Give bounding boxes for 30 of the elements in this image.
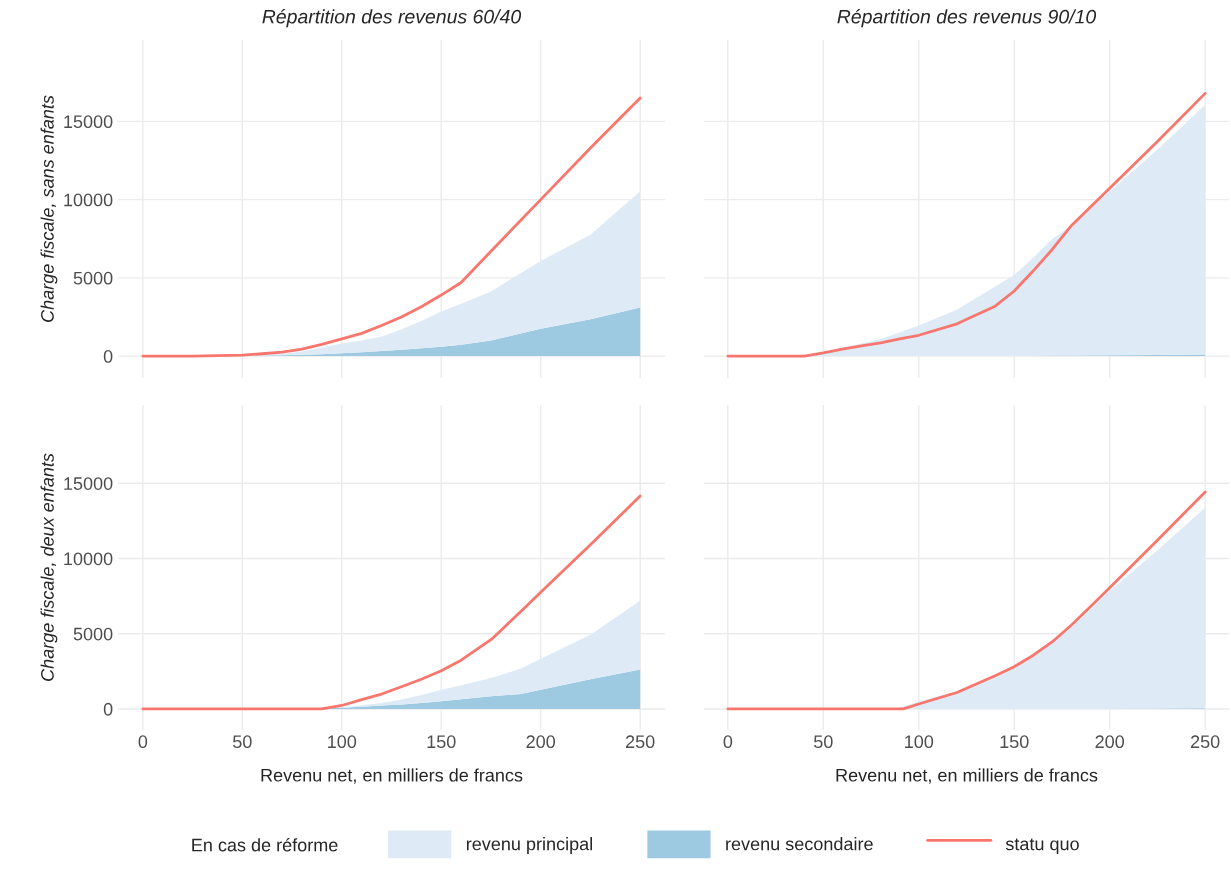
x-tick-label: 100 [905,735,934,749]
y-tick-label: 15000 [64,115,113,129]
y-tick-label: 10000 [64,552,113,566]
x-axis-title: Revenu net, en milliers de francs [261,768,523,784]
legend-title: En cas de réforme [192,837,338,852]
x-tick-label: 200 [1095,735,1125,749]
x-tick-label: 150 [1000,735,1029,749]
y-tick-label: 15000 [64,477,113,490]
x-tick-label: 250 [625,735,655,749]
legend-label: statu quo [1005,838,1079,854]
legend-label: revenu principal [466,837,592,854]
x-tick-label: 100 [328,735,357,749]
y-tick-label: 5000 [73,271,113,285]
x-tick-label: 0 [723,735,733,749]
y-tick-label: 10000 [64,193,113,207]
y-axis-title: Charge fiscale, sans enfants [40,95,58,322]
y-tick-label: 5000 [73,627,113,641]
legend-label: revenu secondaire [726,837,873,851]
x-axis-title: Revenu net, en milliers de francs [836,768,1098,784]
x-tick-label: 50 [814,735,833,749]
y-axis-title: Charge fiscale, deux enfants [40,453,58,681]
chart-title: Répartition des revenus 60/40 [262,9,522,28]
y-tick-label: 0 [103,702,113,716]
x-tick-label: 250 [1190,735,1220,749]
x-tick-label: 150 [427,735,456,749]
x-tick-label: 50 [233,735,252,749]
y-tick-label: 0 [103,350,113,363]
chart-title: Répartition des revenus 90/10 [837,9,1097,28]
x-tick-label: 200 [526,735,556,749]
x-tick-label: 0 [138,735,148,749]
